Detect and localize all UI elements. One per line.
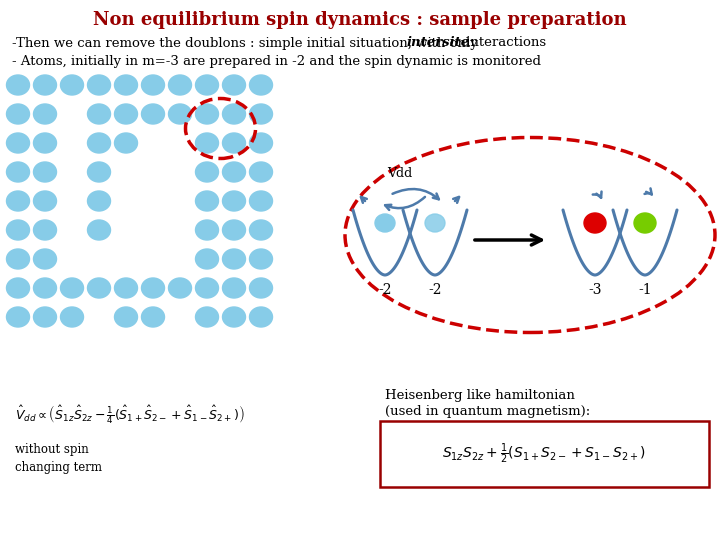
Ellipse shape	[60, 278, 84, 298]
Ellipse shape	[6, 249, 30, 269]
Text: -2: -2	[378, 283, 392, 297]
Ellipse shape	[222, 278, 246, 298]
Text: -1: -1	[638, 283, 652, 297]
Ellipse shape	[88, 162, 110, 182]
Ellipse shape	[6, 162, 30, 182]
Text: Vdd: Vdd	[387, 167, 413, 180]
Ellipse shape	[222, 249, 246, 269]
Ellipse shape	[142, 307, 164, 327]
Ellipse shape	[250, 307, 272, 327]
Text: interactions: interactions	[462, 37, 546, 50]
Ellipse shape	[34, 104, 56, 124]
Ellipse shape	[196, 249, 218, 269]
Text: -2: -2	[428, 283, 442, 297]
Text: - Atoms, initially in m=-3 are prepared in -2 and the spin dynamic is monitored: - Atoms, initially in m=-3 are prepared …	[12, 56, 541, 69]
Ellipse shape	[6, 220, 30, 240]
Ellipse shape	[142, 104, 164, 124]
Ellipse shape	[34, 249, 56, 269]
Ellipse shape	[88, 191, 110, 211]
Ellipse shape	[88, 104, 110, 124]
Ellipse shape	[250, 75, 272, 95]
Ellipse shape	[114, 278, 138, 298]
Ellipse shape	[222, 191, 246, 211]
Ellipse shape	[222, 220, 246, 240]
Ellipse shape	[88, 220, 110, 240]
Ellipse shape	[34, 191, 56, 211]
Ellipse shape	[222, 75, 246, 95]
Ellipse shape	[196, 133, 218, 153]
Ellipse shape	[114, 104, 138, 124]
Ellipse shape	[250, 278, 272, 298]
Ellipse shape	[88, 278, 110, 298]
Ellipse shape	[6, 104, 30, 124]
Ellipse shape	[114, 307, 138, 327]
Ellipse shape	[196, 278, 218, 298]
Ellipse shape	[250, 104, 272, 124]
Ellipse shape	[196, 162, 218, 182]
Ellipse shape	[222, 133, 246, 153]
Ellipse shape	[250, 162, 272, 182]
Ellipse shape	[34, 162, 56, 182]
Ellipse shape	[196, 104, 218, 124]
Ellipse shape	[60, 75, 84, 95]
Ellipse shape	[60, 307, 84, 327]
Text: -3: -3	[588, 283, 602, 297]
Ellipse shape	[425, 214, 445, 232]
Text: (used in quantum magnetism):: (used in quantum magnetism):	[385, 406, 590, 419]
Ellipse shape	[114, 75, 138, 95]
Ellipse shape	[6, 191, 30, 211]
Ellipse shape	[34, 220, 56, 240]
Ellipse shape	[88, 75, 110, 95]
Ellipse shape	[142, 278, 164, 298]
Ellipse shape	[634, 213, 656, 233]
Ellipse shape	[6, 133, 30, 153]
Ellipse shape	[34, 307, 56, 327]
Text: Heisenberg like hamiltonian: Heisenberg like hamiltonian	[385, 388, 575, 402]
Ellipse shape	[250, 133, 272, 153]
Ellipse shape	[142, 75, 164, 95]
Text: without spin
changing term: without spin changing term	[15, 442, 102, 474]
Ellipse shape	[222, 162, 246, 182]
Text: -Then we can remove the doublons : simple initial situation, with only: -Then we can remove the doublons : simpl…	[12, 37, 482, 50]
Ellipse shape	[6, 307, 30, 327]
Ellipse shape	[222, 104, 246, 124]
Ellipse shape	[168, 75, 192, 95]
Ellipse shape	[34, 75, 56, 95]
Ellipse shape	[250, 249, 272, 269]
Ellipse shape	[250, 191, 272, 211]
Ellipse shape	[6, 278, 30, 298]
Ellipse shape	[168, 278, 192, 298]
Ellipse shape	[250, 220, 272, 240]
Ellipse shape	[196, 307, 218, 327]
Ellipse shape	[34, 278, 56, 298]
Ellipse shape	[196, 191, 218, 211]
Ellipse shape	[114, 133, 138, 153]
Text: Non equilibrium spin dynamics : sample preparation: Non equilibrium spin dynamics : sample p…	[93, 11, 627, 29]
Text: $\hat{V}_{dd} \propto \left(\hat{S}_{1z}\hat{S}_{2z} - \frac{1}{4}(\hat{S}_{1+}\: $\hat{V}_{dd} \propto \left(\hat{S}_{1z}…	[15, 403, 245, 427]
Ellipse shape	[222, 307, 246, 327]
Ellipse shape	[375, 214, 395, 232]
Text: intersite: intersite	[406, 37, 469, 50]
Ellipse shape	[196, 75, 218, 95]
Ellipse shape	[196, 220, 218, 240]
Text: $S_{1z}S_{2z}+\frac{1}{2}(S_{1+}S_{2-}+S_{1-}S_{2+})$: $S_{1z}S_{2z}+\frac{1}{2}(S_{1+}S_{2-}+S…	[442, 442, 646, 466]
Ellipse shape	[88, 133, 110, 153]
Ellipse shape	[34, 133, 56, 153]
Ellipse shape	[6, 75, 30, 95]
Ellipse shape	[584, 213, 606, 233]
Ellipse shape	[168, 104, 192, 124]
